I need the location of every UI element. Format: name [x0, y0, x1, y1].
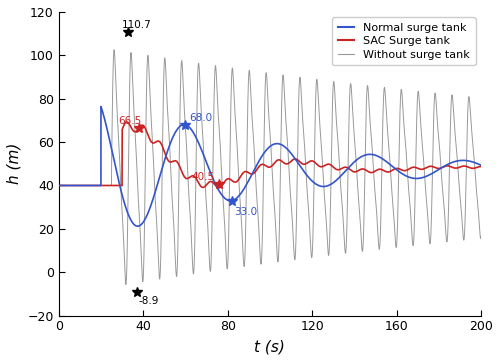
Text: 33.0: 33.0: [234, 207, 257, 217]
Text: 66.5: 66.5: [118, 116, 141, 126]
Text: 40.5: 40.5: [192, 172, 215, 182]
Text: -8.9: -8.9: [139, 296, 160, 306]
Text: 68.0: 68.0: [190, 113, 213, 123]
Legend: Normal surge tank, SAC Surge tank, Without surge tank: Normal surge tank, SAC Surge tank, Witho…: [332, 17, 476, 65]
Text: 110.7: 110.7: [122, 20, 152, 30]
X-axis label: t (s): t (s): [254, 339, 286, 354]
Y-axis label: h (m): h (m): [7, 143, 22, 184]
